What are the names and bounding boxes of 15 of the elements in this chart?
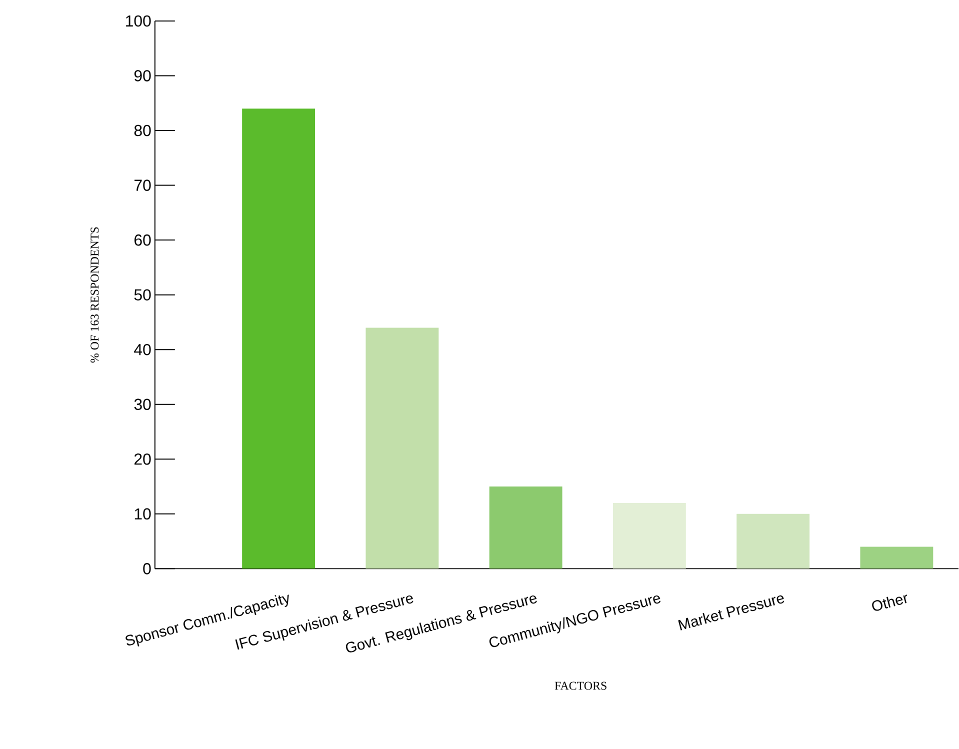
y-axis-title: % OF 163 RESPONDENTS: [90, 228, 99, 363]
x-axis-title: FACTORS: [554, 682, 606, 690]
y-tick-label: 30: [134, 398, 151, 410]
x-tick-label: Market Pressure: [678, 596, 784, 631]
x-tick-label: Other: [872, 594, 908, 612]
y-tick-label: 0: [143, 563, 151, 575]
y-tick-label: 60: [134, 234, 151, 246]
y-tick-label: 80: [134, 125, 151, 136]
y-tick-label: 40: [134, 344, 151, 356]
y-tick-label: 20: [134, 454, 151, 465]
y-tick-label: 50: [134, 289, 151, 301]
y-tick-label: 10: [134, 508, 151, 520]
y-tick-label: 70: [134, 180, 151, 192]
y-tick-label: 90: [134, 70, 151, 82]
y-tick-label: 100: [126, 16, 151, 27]
